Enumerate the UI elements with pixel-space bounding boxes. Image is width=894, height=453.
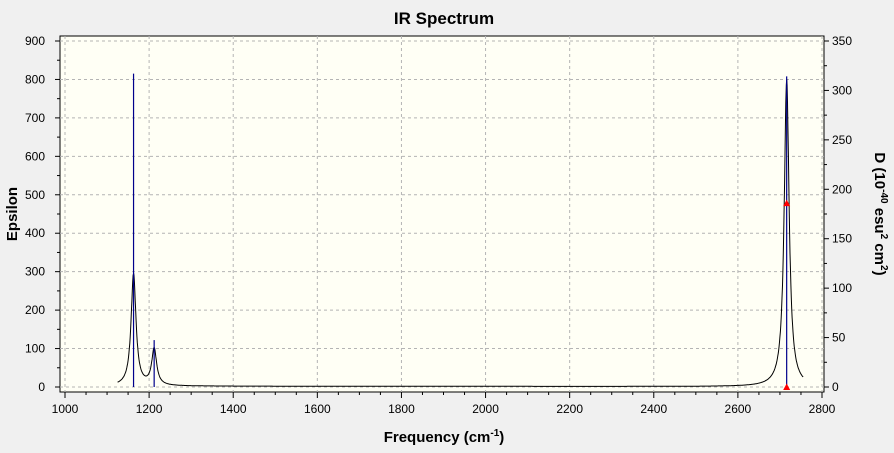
- y2-tick-label: 300: [832, 83, 852, 97]
- y2-tick-label: 150: [832, 232, 852, 246]
- x-tick-label: 2800: [809, 402, 836, 416]
- axes: 1000 1200 1400 1600 1800 2000 2200 2400 2600 2800…: [25, 34, 852, 416]
- x-tick-label: 1400: [220, 402, 247, 416]
- y-tick-label: 500: [25, 188, 45, 202]
- y-tick-label: 400: [25, 226, 45, 240]
- y-tick-label: 900: [25, 34, 45, 48]
- spectrum-data: [117, 73, 804, 390]
- y2-tick-label: 350: [832, 34, 852, 48]
- plot-area: [59, 35, 825, 393]
- y2-tick-label: 100: [832, 281, 852, 295]
- x-tick-label: 1800: [388, 402, 415, 416]
- y2-tick-label: 200: [832, 182, 852, 196]
- y-tick-label: 300: [25, 265, 45, 279]
- spectrum-curve: [117, 78, 804, 387]
- y2-tick-label: 250: [832, 133, 852, 147]
- y-tick-label: 600: [25, 149, 45, 163]
- y2-tick-label: 0: [832, 380, 839, 394]
- intensity-marker: [783, 199, 791, 207]
- x-tick-label: 2400: [640, 402, 667, 416]
- grid-lines: [60, 36, 824, 392]
- intensity-marker: [783, 383, 791, 390]
- x-axis-label: Frequency (cm-1): [384, 428, 505, 446]
- x-tick-label: 1200: [136, 402, 163, 416]
- x-tick-label: 1000: [52, 402, 79, 416]
- x-tick-label: 2200: [556, 402, 583, 416]
- y-axis-label: Epsilon: [4, 187, 21, 241]
- chart-title: IR Spectrum: [394, 9, 494, 28]
- y2-axis-label: D (10-40 esu2 cm2): [871, 152, 889, 275]
- y-tick-label: 100: [25, 342, 45, 356]
- y-tick-label: 200: [25, 303, 45, 317]
- y-tick-label: 0: [38, 380, 45, 394]
- x-tick-label: 1600: [304, 402, 331, 416]
- y-tick-label: 800: [25, 72, 45, 86]
- y2-tick-label: 50: [832, 331, 846, 345]
- x-tick-label: 2600: [725, 402, 752, 416]
- x-tick-label: 2000: [472, 402, 499, 416]
- y-tick-label: 700: [25, 111, 45, 125]
